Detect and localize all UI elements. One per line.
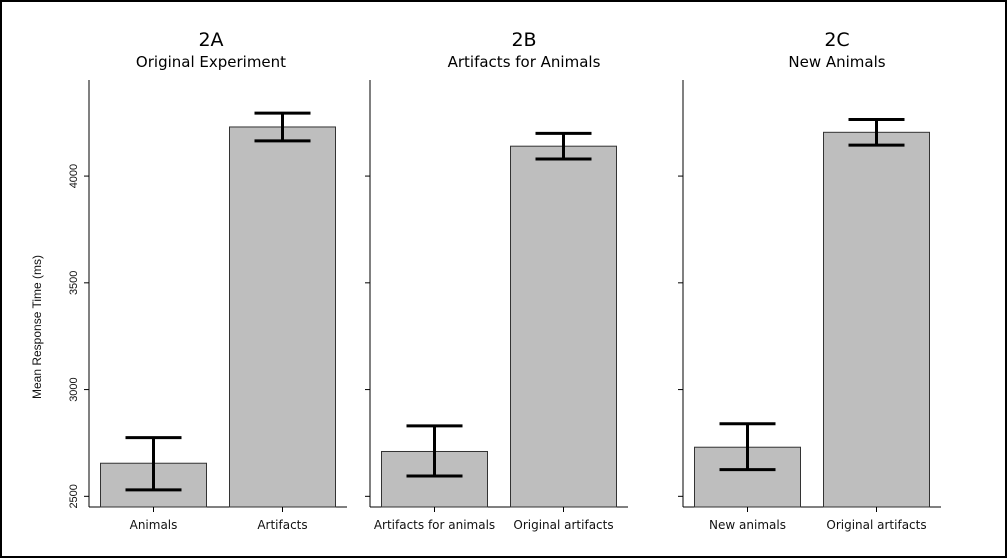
error-bar	[535, 131, 592, 161]
error-bar	[254, 111, 311, 143]
category-label: Original artifacts	[826, 518, 926, 532]
panel-title: 2A	[198, 29, 223, 51]
panel-subtitle: Artifacts for Animals	[448, 53, 601, 71]
y-axis-title: Mean Response Time (ms)	[30, 255, 44, 399]
error-bar	[848, 117, 905, 147]
category-label: Artifacts for animals	[374, 518, 495, 532]
y-tick-label: 2500	[68, 484, 80, 508]
panel-2c: 2C New Animals New animals Original artif…	[678, 29, 941, 532]
error-bar	[719, 422, 776, 472]
error-bar	[125, 436, 182, 492]
bar	[510, 145, 617, 508]
category-label: Artifacts	[257, 518, 307, 532]
bar	[229, 126, 336, 508]
y-tick-label: 3500	[68, 271, 80, 295]
panel-subtitle: Original Experiment	[136, 53, 286, 71]
panel-2a: 2A Original Experiment 2500 3000 3500 4000 A…	[68, 29, 347, 532]
bar	[823, 131, 930, 508]
category-label: Animals	[130, 518, 178, 532]
panel-subtitle: New Animals	[788, 53, 885, 71]
error-bar	[406, 424, 463, 478]
panel-2b: 2B Artifacts for Animals Artifacts for a…	[365, 29, 628, 532]
y-tick-label: 3000	[68, 377, 80, 401]
y-tick-label: 4000	[68, 164, 80, 188]
category-label: Original artifacts	[513, 518, 613, 532]
panel-title: 2C	[824, 29, 849, 51]
panel-title: 2B	[511, 29, 536, 51]
category-label: New animals	[709, 518, 786, 532]
